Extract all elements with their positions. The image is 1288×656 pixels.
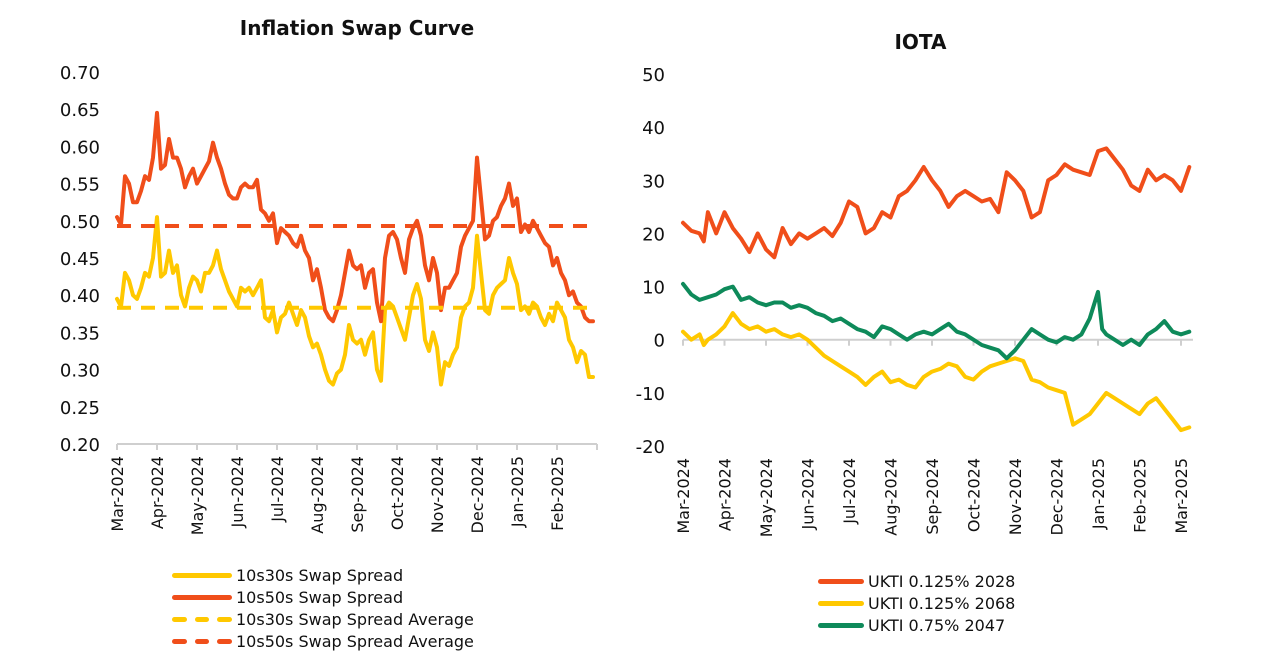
left-ytick-label: 0.20 xyxy=(60,435,100,456)
legend-label: 10s50s Swap Spread xyxy=(236,587,404,607)
legend-item-ukti-2028: UKTI 0.125% 2028 xyxy=(818,570,1015,592)
right-xtick-label: Jan-2025 xyxy=(1089,458,1108,530)
left-ytick-label: 0.25 xyxy=(60,398,100,419)
right-xtick-label: Aug-2024 xyxy=(882,458,901,536)
legend-item-10s50s: 10s50s Swap Spread xyxy=(172,586,474,608)
left-ytick-label: 0.50 xyxy=(60,212,100,233)
right-ytick-label: 10 xyxy=(642,278,665,299)
right-ytick-label: 50 xyxy=(642,65,665,86)
right-xtick-label: Feb-2025 xyxy=(1131,458,1150,533)
right-xtick-label: Apr-2024 xyxy=(716,458,735,531)
right-ytick-label: 0 xyxy=(654,331,665,352)
legend-label: UKTI 0.125% 2028 xyxy=(868,571,1016,591)
right-xtick-label: Sep-2024 xyxy=(923,458,942,535)
left-xtick-label: Mar-2024 xyxy=(108,456,127,532)
left-chart-title: Inflation Swap Curve xyxy=(239,16,475,40)
right-xtick-label: Jul-2024 xyxy=(840,458,859,525)
right-series-ukti-0-75-2047 xyxy=(681,281,1192,361)
legend-label: 10s50s Swap Spread Average xyxy=(236,631,474,651)
right-series-ukti-0-125-2068 xyxy=(681,311,1192,433)
right-xtick-label: Jun-2024 xyxy=(799,458,818,531)
right-xtick-label: May-2024 xyxy=(757,458,776,537)
left-ytick-label: 0.60 xyxy=(60,137,100,158)
legend-item-10s50s-average: 10s50s Swap Spread Average xyxy=(172,630,474,652)
left-xtick-label: Nov-2024 xyxy=(428,456,447,533)
left-ytick-label: 0.40 xyxy=(60,286,100,307)
right-ytick-label: -20 xyxy=(636,437,665,458)
right-ytick-label: 20 xyxy=(642,224,665,245)
left-xtick-label: Oct-2024 xyxy=(388,456,407,530)
legend-label: UKTI 0.125% 2068 xyxy=(868,593,1016,613)
left-series-10s50s-swap-spread xyxy=(115,110,595,324)
legend-item-ukti-2068: UKTI 0.125% 2068 xyxy=(818,592,1015,614)
right-xtick-label: Nov-2024 xyxy=(1006,458,1025,535)
right-ytick-label: 30 xyxy=(642,171,665,192)
left-xtick-label: Jul-2024 xyxy=(268,456,287,523)
right-ytick-label: 40 xyxy=(642,118,665,139)
left-ytick-label: 0.55 xyxy=(60,175,100,196)
left-legend: 10s30s Swap Spread 10s50s Swap Spread 10… xyxy=(172,564,474,652)
left-xtick-label: Feb-2025 xyxy=(548,456,567,531)
legend-swatch-ukti-2068 xyxy=(818,600,864,606)
legend-swatch-10s30s-average xyxy=(172,616,233,622)
left-ytick-label: 0.35 xyxy=(60,323,100,344)
left-ytick-label: 0.65 xyxy=(60,100,100,121)
legend-swatch-ukti-2028 xyxy=(818,578,864,584)
right-xtick-label: Oct-2024 xyxy=(965,458,984,532)
right-xtick-label: Mar-2025 xyxy=(1172,458,1191,534)
left-ytick-label: 0.70 xyxy=(60,63,100,84)
right-xtick-label: Mar-2024 xyxy=(674,458,693,534)
left-xtick-label: Dec-2024 xyxy=(468,456,487,533)
right-ytick-label: -10 xyxy=(636,384,665,405)
left-xtick-label: Apr-2024 xyxy=(148,456,167,529)
legend-item-10s30s: 10s30s Swap Spread xyxy=(172,564,474,586)
legend-item-ukti-2047: UKTI 0.75% 2047 xyxy=(818,614,1015,636)
legend-swatch-ukti-2047 xyxy=(818,622,864,628)
right-xtick-label: Dec-2024 xyxy=(1048,458,1067,535)
left-xtick-label: Jan-2025 xyxy=(508,456,527,528)
legend-swatch-10s30s xyxy=(172,572,232,578)
legend-label: 10s30s Swap Spread xyxy=(236,565,404,585)
legend-swatch-10s50s xyxy=(172,594,232,600)
left-xtick-label: Sep-2024 xyxy=(348,456,367,533)
left-xtick-label: Jun-2024 xyxy=(228,456,247,529)
legend-label: 10s30s Swap Spread Average xyxy=(236,609,474,629)
left-series-10s30s-swap-spread xyxy=(115,215,595,387)
left-xtick-label: Aug-2024 xyxy=(308,456,327,534)
right-legend: UKTI 0.125% 2028 UKTI 0.125% 2068 UKTI 0… xyxy=(818,570,1015,636)
right-series-ukti-0-125-2028 xyxy=(681,146,1192,260)
left-ytick-label: 0.45 xyxy=(60,249,100,270)
left-xtick-label: May-2024 xyxy=(188,456,207,535)
right-chart-title: IOTA xyxy=(894,30,947,54)
left-ytick-label: 0.30 xyxy=(60,361,100,382)
legend-label: UKTI 0.75% 2047 xyxy=(868,615,1006,635)
legend-item-10s30s-average: 10s30s Swap Spread Average xyxy=(172,608,474,630)
legend-swatch-10s50s-average xyxy=(172,638,233,644)
